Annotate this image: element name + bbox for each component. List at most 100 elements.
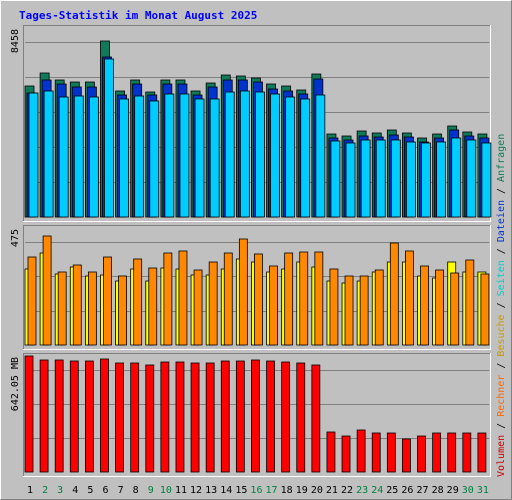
bar-seiten-day-31 (481, 142, 492, 218)
bar-volumen-day-25 (386, 432, 396, 473)
bar-rechner-day-31 (480, 273, 490, 346)
x-tick-label-day-6: 6 (102, 485, 108, 496)
bar-seiten-day-6 (104, 58, 114, 218)
bar-volumen-day-11 (175, 361, 185, 473)
x-tick-label-day-24: 24 (371, 485, 383, 496)
bar-seiten-day-23 (360, 139, 371, 218)
bar-volumen-day-21 (326, 431, 336, 473)
bar-rechner-day-23 (359, 275, 369, 346)
chart-title: Tages-Statistik im Monat August 2025 (19, 9, 257, 22)
bar-rechner-day-16 (254, 253, 263, 346)
bar-seiten-day-30 (466, 139, 477, 218)
bar-volumen-day-19 (296, 362, 306, 473)
bar-rechner-day-6 (103, 256, 112, 346)
bar-volumen-day-31 (477, 432, 487, 473)
bar-volumen-day-26 (402, 438, 411, 473)
bar-volumen-day-17 (266, 360, 275, 473)
x-tick-label-day-15: 15 (235, 485, 247, 496)
bar-rechner-day-11 (178, 250, 188, 346)
bar-rechner-day-8 (133, 258, 143, 346)
chart-panels: 8458 475 642.05 MB (10, 25, 492, 477)
bar-seiten-day-5 (88, 96, 99, 218)
bar-seiten-day-29 (451, 137, 462, 218)
bar-volumen-day-13 (205, 362, 215, 473)
bar-rechner-day-12 (193, 269, 203, 346)
bar-seiten-day-7 (119, 98, 129, 218)
bar-volumen-day-7 (115, 362, 124, 473)
bar-rechner-day-27 (420, 265, 429, 346)
x-axis-day-labels: 1 2 3 4 5 6 7 8 9 10 11 12 13 14 15 16 17 18 19 20 21 22 23 24 2… (27, 485, 489, 496)
bar-seiten-day-12 (194, 98, 205, 218)
bar-seiten-day-24 (375, 139, 386, 218)
bar-seiten-day-2 (43, 90, 54, 218)
x-tick-label-day-1: 1 (27, 485, 33, 496)
legend-item-anfragen: Anfragen (496, 134, 507, 182)
bar-volumen-day-1 (24, 355, 34, 473)
x-tick-label-day-22: 22 (341, 485, 353, 496)
bar-volumen-day-14 (220, 360, 230, 473)
x-tick-label-day-14: 14 (220, 485, 232, 496)
bar-seiten-day-20 (315, 94, 326, 218)
bar-seiten-day-18 (285, 96, 296, 218)
bar-rechner-day-10 (163, 252, 173, 346)
bar-seiten-day-9 (149, 100, 160, 218)
bar-volumen-day-10 (160, 361, 170, 473)
x-tick-label-day-27: 27 (416, 485, 428, 496)
bar-rechner-day-17 (269, 265, 278, 346)
x-tick-label-day-23: 23 (356, 485, 368, 496)
bar-volumen-day-27 (417, 435, 426, 473)
x-tick-label-day-21: 21 (326, 485, 338, 496)
bar-volumen-day-2 (39, 359, 49, 473)
x-tick-label-day-30: 30 (462, 485, 474, 496)
legend-item-dateien: Dateien (496, 200, 507, 242)
x-tick-label-day-18: 18 (281, 485, 293, 496)
bar-volumen-day-16 (251, 359, 260, 473)
bar-rechner-day-24 (374, 269, 384, 346)
bar-rechner-day-5 (87, 271, 97, 346)
bar-rechner-day-28 (435, 269, 445, 346)
x-tick-label-day-4: 4 (72, 485, 78, 496)
bar-rechner-day-15 (238, 238, 248, 346)
x-tick-label-day-3: 3 (57, 485, 63, 496)
bar-volumen-day-18 (281, 361, 291, 473)
bar-seiten-day-22 (345, 142, 356, 218)
bar-volumen-day-30 (462, 432, 472, 473)
bar-seiten-day-15 (239, 90, 250, 218)
bar-rechner-day-1 (27, 256, 37, 346)
bar-volumen-day-8 (130, 362, 140, 473)
bar-seiten-day-27 (421, 142, 431, 218)
x-tick-label-day-20: 20 (311, 485, 323, 496)
bar-rechner-day-3 (57, 271, 67, 346)
x-tick-label-day-29: 29 (447, 485, 459, 496)
x-tick-label-day-19: 19 (296, 485, 308, 496)
bar-rechner-day-9 (148, 267, 158, 346)
bar-seiten-day-28 (436, 141, 447, 218)
legend-separator: / (496, 417, 507, 435)
x-tick-label-day-31: 31 (477, 485, 489, 496)
vertical-legend: Volumen / Rechner / Besuche / Seiten / D… (496, 134, 507, 477)
x-tick-label-day-8: 8 (133, 485, 139, 496)
x-tick-label-day-25: 25 (386, 485, 398, 496)
bar-seiten-day-25 (390, 139, 401, 218)
bar-seiten-day-1 (28, 92, 39, 218)
bar-seiten-day-13 (209, 98, 220, 218)
x-tick-label-day-17: 17 (266, 485, 278, 496)
bar-rechner-day-7 (118, 275, 127, 346)
x-tick-label-day-11: 11 (175, 485, 187, 496)
bar-rechner-day-18 (284, 252, 294, 346)
bar-rechner-day-14 (223, 252, 233, 346)
x-tick-label-day-16: 16 (250, 485, 262, 496)
bar-seiten-day-11 (179, 93, 190, 218)
x-tick-label-day-28: 28 (432, 485, 444, 496)
bar-rechner-day-13 (208, 261, 218, 346)
max-value-label: 642.05 MB (10, 357, 21, 411)
bar-volumen-day-15 (235, 360, 245, 473)
legend-item-volumen: Volumen (496, 435, 507, 477)
bar-seiten-day-26 (406, 141, 416, 218)
x-tick-label-day-5: 5 (87, 485, 93, 496)
bar-volumen-day-12 (190, 362, 200, 473)
bar-seiten-day-21 (330, 140, 341, 218)
bar-volumen-day-23 (356, 429, 366, 473)
x-tick-label-day-7: 7 (118, 485, 124, 496)
